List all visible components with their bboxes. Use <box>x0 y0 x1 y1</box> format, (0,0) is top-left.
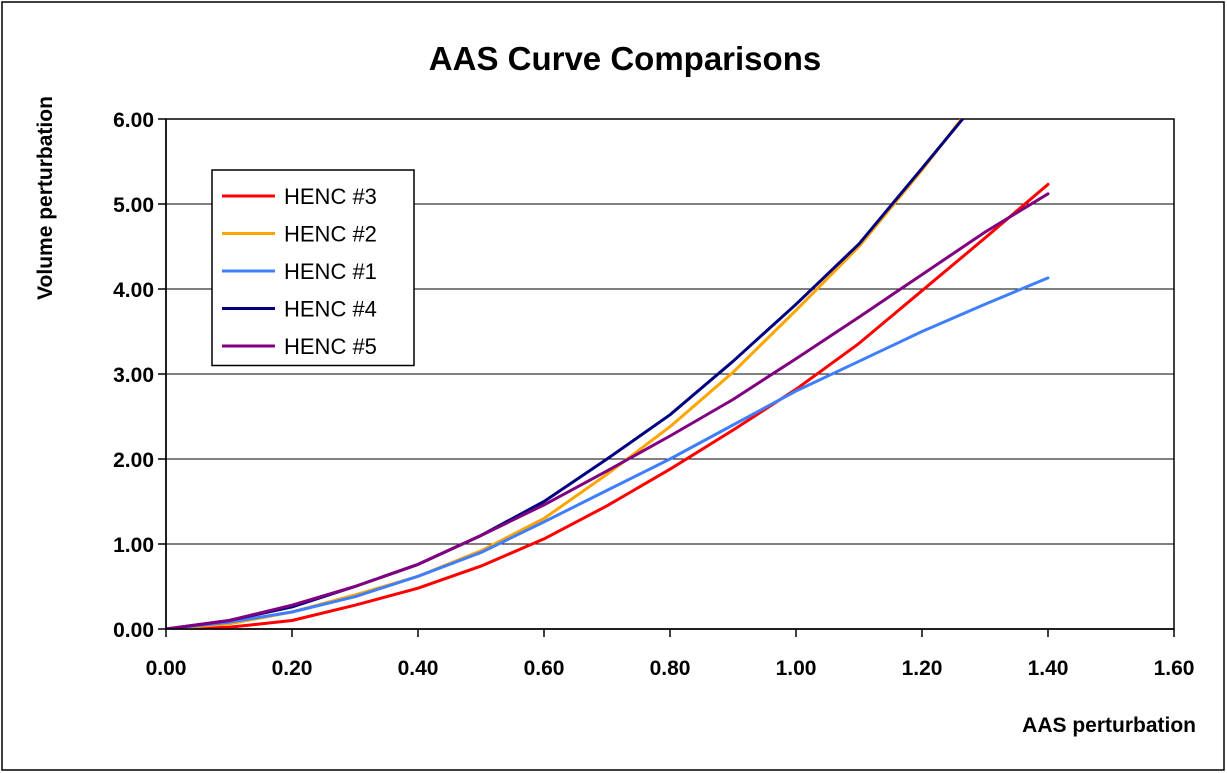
legend-box <box>211 169 415 367</box>
legend-label-4: HENC #4 <box>284 297 377 322</box>
series-line-1 <box>166 182 1050 629</box>
y-tick-label-1: 1.00 <box>113 534 154 557</box>
x-tick-label-5: 1.00 <box>776 657 817 680</box>
y-tick-label-3: 3.00 <box>113 364 154 387</box>
legend-label-2: HENC #2 <box>284 222 377 247</box>
y-tick-label-4: 4.00 <box>113 279 154 302</box>
legend-label-1: HENC #3 <box>284 184 377 209</box>
x-axis-label: AAS perturbation <box>1022 714 1196 737</box>
y-tick-label-5: 5.00 <box>113 194 154 217</box>
legend-label-5: HENC #5 <box>284 334 377 359</box>
series-line-5 <box>166 192 1050 629</box>
y-tick-label-2: 2.00 <box>113 449 154 472</box>
x-tick-label-3: 0.60 <box>524 657 565 680</box>
legend: HENC #3 HENC #2 HENC #1 HENC #4 HENC #5 <box>211 169 415 367</box>
axes <box>158 118 1175 637</box>
y-axis-label: Volume perturbation <box>34 96 57 300</box>
series-line-3 <box>166 276 1050 629</box>
x-tick-label-2: 0.40 <box>398 657 439 680</box>
x-tick-label-8: 1.60 <box>1154 657 1195 680</box>
legend-label-3: HENC #1 <box>284 259 377 284</box>
x-tick-label-0: 0.00 <box>146 657 187 680</box>
x-tick-label-7: 1.40 <box>1028 657 1069 680</box>
x-tick-label-6: 1.20 <box>902 657 943 680</box>
tick-labels: 0.00 0.20 0.40 0.60 0.80 1.00 1.20 1.40 1.60 0.00… <box>113 109 1194 680</box>
x-tick-label-4: 0.80 <box>650 657 691 680</box>
series-layer <box>166 119 1050 629</box>
chart-title: AAS Curve Comparisons <box>429 40 821 77</box>
x-tick-label-1: 0.20 <box>272 657 313 680</box>
y-tick-label-0: 0.00 <box>113 619 154 642</box>
y-tick-label-6: 6.00 <box>113 109 154 132</box>
